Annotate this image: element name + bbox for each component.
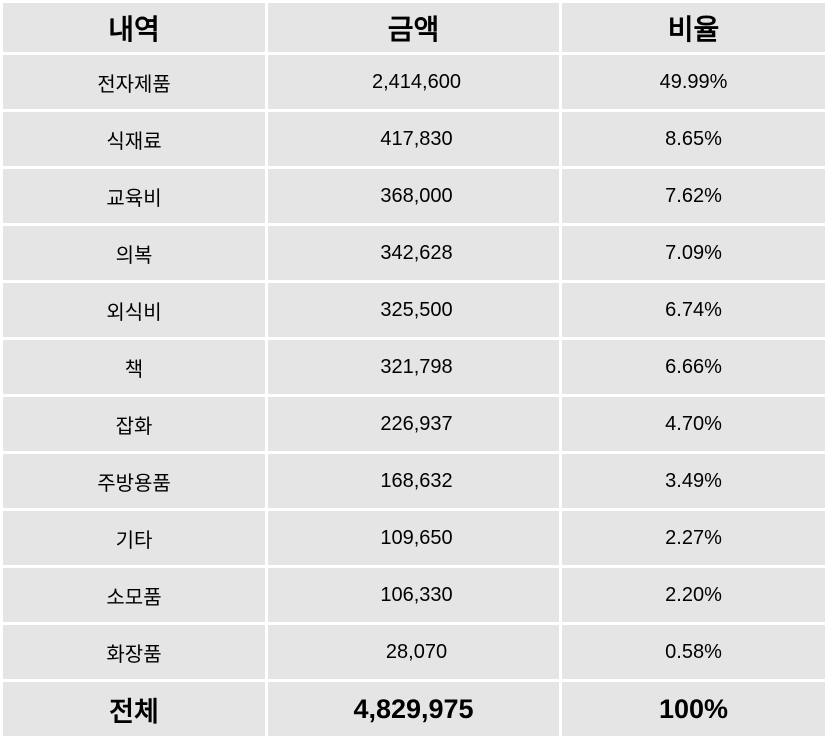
cell-ratio: 6.66% [562, 340, 825, 394]
header-row: 내역 금액 비율 [3, 3, 825, 52]
table-row: 교육비 368,000 7.62% [3, 169, 825, 223]
cell-ratio: 8.65% [562, 112, 825, 166]
cell-amount: 106,330 [268, 568, 559, 622]
table-row: 외식비 325,500 6.74% [3, 283, 825, 337]
cell-item: 기타 [3, 511, 265, 565]
cell-item: 교육비 [3, 169, 265, 223]
table-row: 식재료 417,830 8.65% [3, 112, 825, 166]
total-row: 전체 4,829,975 100% [3, 682, 825, 736]
cell-ratio: 2.27% [562, 511, 825, 565]
table-row: 기타 109,650 2.27% [3, 511, 825, 565]
header-item: 내역 [3, 3, 265, 52]
table-row: 전자제품 2,414,600 49.99% [3, 55, 825, 109]
cell-ratio: 2.20% [562, 568, 825, 622]
cell-amount: 321,798 [268, 340, 559, 394]
header-amount: 금액 [268, 3, 559, 52]
table-row: 소모품 106,330 2.20% [3, 568, 825, 622]
cell-amount: 417,830 [268, 112, 559, 166]
table-row: 화장품 28,070 0.58% [3, 625, 825, 679]
cell-amount: 226,937 [268, 397, 559, 451]
cell-amount: 109,650 [268, 511, 559, 565]
cell-ratio: 7.62% [562, 169, 825, 223]
cell-amount: 168,632 [268, 454, 559, 508]
cell-item: 화장품 [3, 625, 265, 679]
cell-amount: 342,628 [268, 226, 559, 280]
cell-ratio: 0.58% [562, 625, 825, 679]
cell-item: 외식비 [3, 283, 265, 337]
total-ratio: 100% [562, 682, 825, 736]
table-header: 내역 금액 비율 [3, 3, 825, 52]
table-row: 잡화 226,937 4.70% [3, 397, 825, 451]
total-amount: 4,829,975 [268, 682, 559, 736]
cell-amount: 28,070 [268, 625, 559, 679]
table-footer: 전체 4,829,975 100% [3, 682, 825, 736]
cell-item: 잡화 [3, 397, 265, 451]
table-row: 책 321,798 6.66% [3, 340, 825, 394]
cell-item: 의복 [3, 226, 265, 280]
cell-ratio: 4.70% [562, 397, 825, 451]
cell-ratio: 3.49% [562, 454, 825, 508]
cell-amount: 325,500 [268, 283, 559, 337]
cell-item: 전자제품 [3, 55, 265, 109]
cell-item: 주방용품 [3, 454, 265, 508]
cell-ratio: 49.99% [562, 55, 825, 109]
cell-item: 소모품 [3, 568, 265, 622]
total-item: 전체 [3, 682, 265, 736]
cell-ratio: 6.74% [562, 283, 825, 337]
header-ratio: 비율 [562, 3, 825, 52]
cell-item: 식재료 [3, 112, 265, 166]
cell-amount: 2,414,600 [268, 55, 559, 109]
table-row: 의복 342,628 7.09% [3, 226, 825, 280]
cell-ratio: 7.09% [562, 226, 825, 280]
cell-item: 책 [3, 340, 265, 394]
table-body: 전자제품 2,414,600 49.99% 식재료 417,830 8.65% … [3, 55, 825, 679]
table-row: 주방용품 168,632 3.49% [3, 454, 825, 508]
cell-amount: 368,000 [268, 169, 559, 223]
